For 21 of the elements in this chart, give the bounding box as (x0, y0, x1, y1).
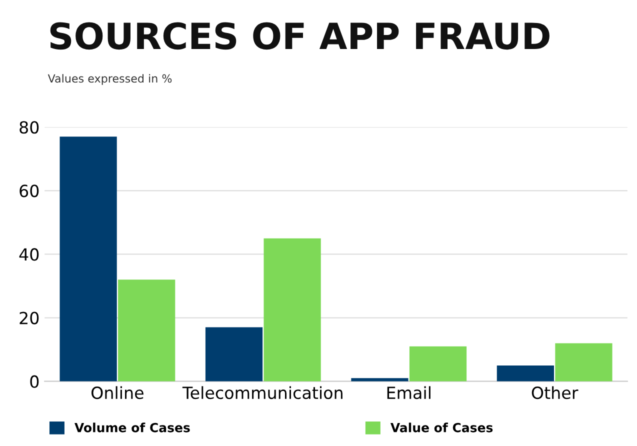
x-tick-label: Other (532, 386, 578, 400)
bar (118, 280, 176, 382)
bar (409, 346, 467, 382)
chart-subtitle: Values expressed in % (48, 74, 172, 85)
y-tick-label: 0 (30, 375, 39, 388)
legend-label: Volume of Cases (74, 422, 190, 432)
x-tick-label: Telecommunication (182, 386, 342, 400)
bar (205, 327, 263, 382)
y-tick-label: 60 (20, 184, 39, 198)
bar (555, 343, 612, 382)
bar (264, 238, 321, 382)
x-tick-label: Email (387, 386, 430, 400)
bar (496, 365, 554, 382)
legend-label: Value of Cases (390, 422, 493, 432)
y-tick-label: 80 (20, 121, 39, 134)
y-tick-label: 40 (19, 248, 39, 261)
chart-title: SOURCES OF APP FRAUD (50, 22, 550, 50)
bar (60, 136, 117, 382)
x-tick-label: Online (92, 386, 144, 400)
y-tick-label: 20 (20, 312, 39, 324)
bar (351, 378, 408, 382)
